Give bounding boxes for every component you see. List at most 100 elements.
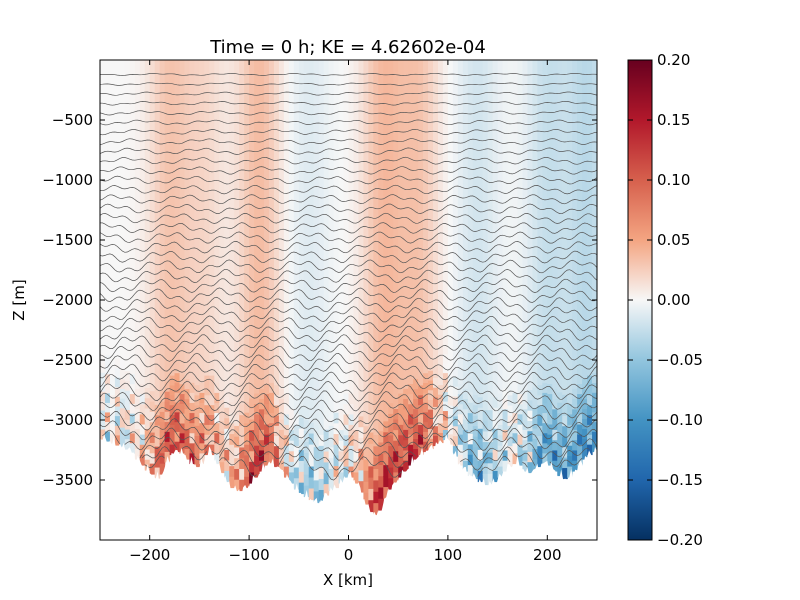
field-cell (512, 160, 519, 172)
field-cell (189, 160, 196, 172)
field-cell (189, 392, 196, 404)
field-cell (348, 143, 355, 155)
field-cell (229, 348, 235, 360)
field-cell (184, 119, 191, 131)
field-cell (104, 279, 111, 290)
field-cell (388, 360, 394, 372)
field-cell (268, 261, 275, 273)
field-cell (249, 70, 255, 82)
field-cell (283, 383, 290, 395)
field-cell (582, 319, 588, 330)
field-cell (313, 60, 320, 72)
field-cell (467, 298, 474, 310)
field-cell (169, 207, 176, 219)
field-cell (224, 323, 230, 335)
field-cell (104, 202, 111, 213)
field-cell (532, 305, 538, 317)
field-cell (482, 442, 489, 454)
field-cell (174, 431, 181, 443)
field-cell (562, 332, 568, 344)
field-cell (592, 167, 597, 179)
field-cell (418, 227, 424, 239)
field-cell (283, 153, 290, 165)
y-tick-label: −500 (52, 111, 93, 129)
field-cell (522, 203, 529, 215)
field-cell (587, 178, 593, 189)
field-cell (278, 224, 285, 236)
field-cell (333, 369, 340, 382)
field-cell (224, 81, 230, 93)
field-cell (482, 113, 489, 125)
field-cell (154, 457, 161, 469)
field-cell (298, 341, 305, 354)
field-cell (313, 314, 320, 327)
field-cell (219, 204, 225, 216)
field-cell (189, 332, 196, 344)
field-cell (418, 326, 424, 337)
field-cell (234, 393, 240, 405)
field-cell (129, 177, 136, 189)
field-cell (194, 120, 200, 132)
field-cell (378, 172, 384, 185)
field-cell (149, 246, 156, 258)
field-cell (293, 263, 300, 276)
field-cell (149, 80, 156, 92)
field-cell (358, 135, 365, 147)
field-cell (264, 232, 270, 243)
field-cell (353, 229, 360, 241)
field-cell (333, 359, 340, 371)
field-cell (368, 105, 374, 118)
field-cell (100, 249, 106, 260)
field-cell (159, 298, 166, 309)
field-cell (308, 191, 315, 204)
isopycnal-line (100, 250, 597, 264)
field-cell (482, 123, 489, 135)
field-cell (159, 184, 166, 196)
field-cell (139, 110, 146, 122)
field-cell (298, 309, 305, 321)
field-cell (293, 102, 300, 115)
field-cell (363, 370, 369, 383)
field-cell (164, 190, 171, 202)
field-cell (393, 260, 399, 273)
field-cell (234, 479, 240, 492)
field-cell (149, 298, 156, 309)
field-cell (398, 299, 404, 311)
field-cell (129, 118, 136, 130)
field-cell (537, 334, 543, 346)
field-cell (214, 312, 220, 323)
field-cell (552, 152, 558, 164)
field-cell (557, 257, 563, 269)
field-cell (437, 184, 444, 195)
field-cell (492, 439, 499, 451)
field-cell (552, 337, 558, 349)
field-cell (373, 389, 379, 402)
field-cell (437, 413, 444, 424)
field-cell (437, 69, 444, 80)
field-cell (308, 180, 315, 193)
field-cell (403, 327, 409, 339)
field-cell (194, 161, 200, 173)
field-cell (542, 130, 548, 142)
field-cell (268, 70, 275, 81)
field-cell (254, 80, 260, 92)
field-cell (214, 443, 220, 455)
field-cell (517, 90, 524, 102)
field-cell (437, 308, 444, 319)
field-cell (492, 81, 499, 93)
field-cell (129, 128, 136, 140)
field-cell (353, 208, 360, 220)
field-cell (522, 234, 529, 246)
field-cell (557, 236, 563, 248)
field-cell (477, 123, 484, 135)
field-cell (104, 402, 111, 414)
field-cell (477, 102, 484, 114)
field-cell (254, 153, 260, 165)
field-cell (119, 330, 126, 342)
field-cell (179, 394, 186, 405)
field-cell (209, 207, 215, 219)
field-cell (219, 317, 225, 329)
field-cell (472, 426, 479, 438)
field-cell (129, 374, 136, 385)
field-cell (278, 378, 285, 390)
